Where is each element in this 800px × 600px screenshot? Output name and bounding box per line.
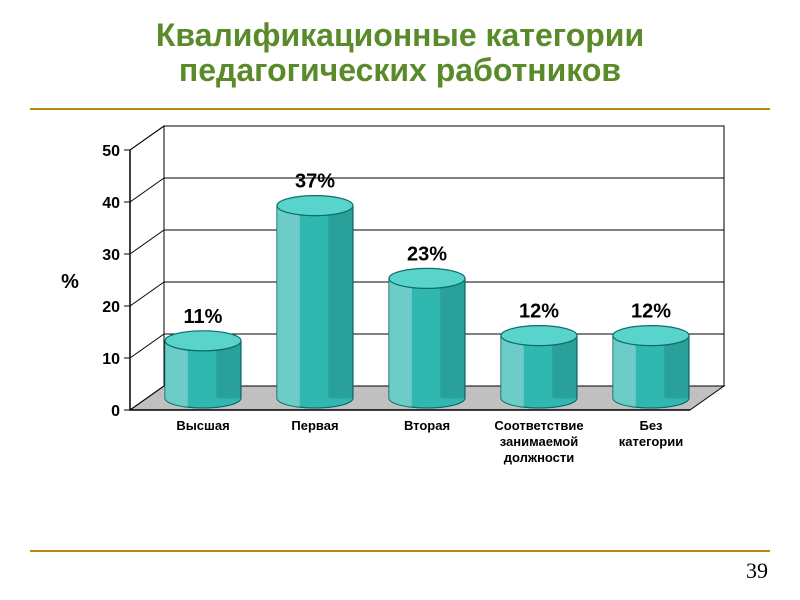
svg-text:12%: 12% [519, 301, 559, 323]
slide-title: Квалификационные категории педагогически… [0, 0, 800, 88]
svg-text:%: % [61, 271, 79, 293]
divider-top [30, 108, 770, 110]
chart-container: 0 10 20 30 40 50% 11% Высшая 37% Первая 23% Вторая 1… [40, 120, 760, 520]
svg-text:Высшая: Высшая [176, 418, 229, 433]
svg-text:12%: 12% [631, 301, 671, 323]
svg-text:11%: 11% [184, 306, 223, 328]
svg-text:Без: Без [639, 418, 663, 433]
svg-text:40: 40 [102, 195, 120, 212]
svg-text:Вторая: Вторая [404, 418, 450, 433]
svg-text:занимаемой: занимаемой [500, 434, 578, 449]
title-line-1: Квалификационные категории [0, 18, 800, 53]
svg-text:должности: должности [504, 450, 575, 465]
svg-text:30: 30 [102, 247, 120, 264]
svg-text:23%: 23% [407, 243, 447, 265]
svg-text:0: 0 [111, 403, 120, 420]
page-number: 39 [746, 558, 768, 584]
svg-text:50: 50 [102, 143, 120, 160]
svg-text:37%: 37% [295, 171, 335, 193]
svg-text:Первая: Первая [291, 418, 338, 433]
qualification-chart: 0 10 20 30 40 50% 11% Высшая 37% Первая 23% Вторая 1… [40, 120, 760, 520]
title-line-2: педагогических работников [0, 53, 800, 88]
svg-text:10: 10 [102, 351, 120, 368]
slide: Квалификационные категории педагогически… [0, 0, 800, 600]
svg-text:20: 20 [102, 299, 120, 316]
divider-bottom [30, 550, 770, 552]
svg-text:категории: категории [619, 434, 683, 449]
svg-text:Соответствие: Соответствие [494, 418, 583, 433]
